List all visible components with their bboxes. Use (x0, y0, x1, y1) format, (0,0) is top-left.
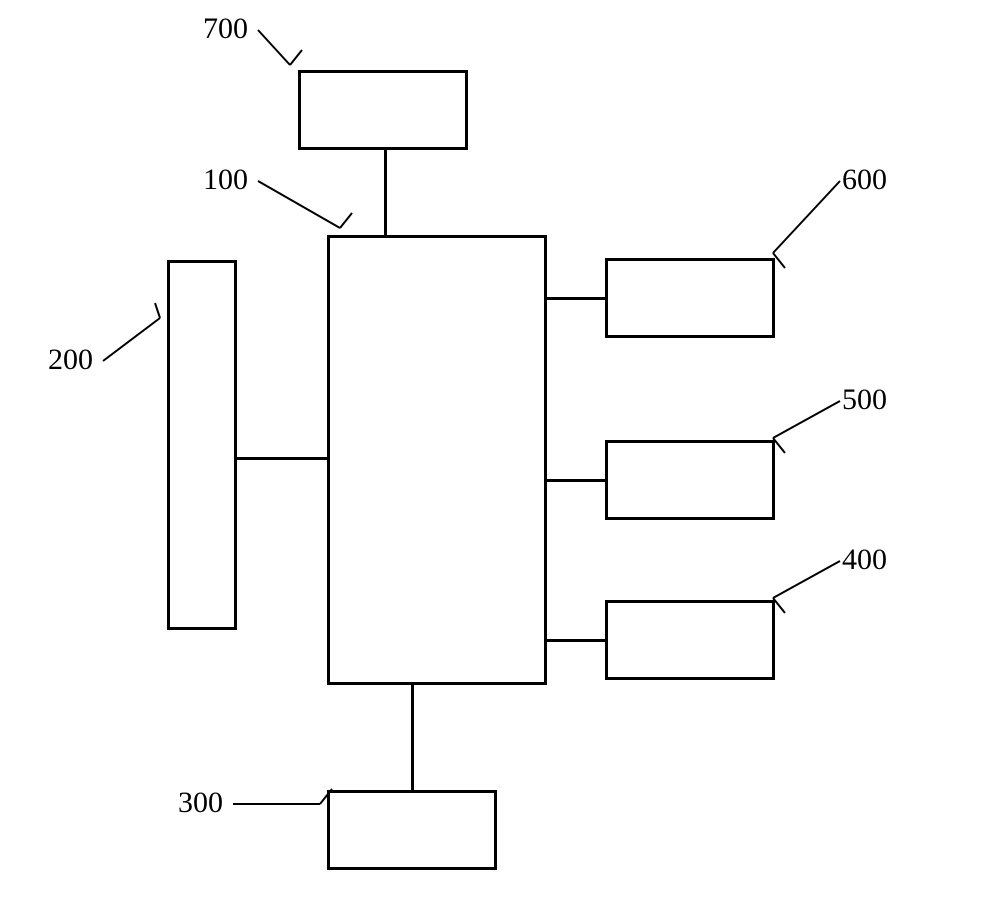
label-200: 200 (48, 343, 93, 377)
leader-lines (0, 0, 1000, 903)
label-600: 600 (842, 163, 887, 197)
label-400: 400 (842, 543, 887, 577)
label-500: 500 (842, 383, 887, 417)
label-700: 700 (203, 12, 248, 46)
label-300: 300 (178, 786, 223, 820)
diagram-canvas: 100 200 300 400 500 600 700 (0, 0, 1000, 903)
label-100: 100 (203, 163, 248, 197)
